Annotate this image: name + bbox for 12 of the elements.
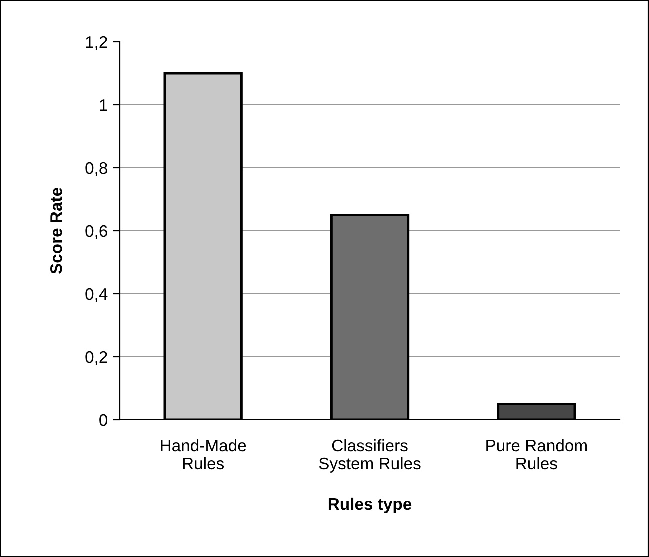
y-tick-label: 0,6 <box>86 225 108 240</box>
y-tick-label: 1,2 <box>86 36 108 50</box>
x-tick-label: Classifiers System Rules <box>319 439 421 473</box>
x-axis-title: Rules type <box>328 498 412 514</box>
y-tick-label: 1 <box>100 100 108 112</box>
y-tick-label: 0,4 <box>86 288 108 302</box>
y-axis-title: Score Rate <box>50 188 62 274</box>
y-tick-label: 0 <box>100 414 108 426</box>
y-tick-label: 0,8 <box>86 162 108 176</box>
x-tick-label: Pure Random Rules <box>486 439 587 470</box>
x-tick-label: Hand-Made Rules <box>161 439 246 470</box>
y-tick-label: 0,2 <box>86 351 108 366</box>
